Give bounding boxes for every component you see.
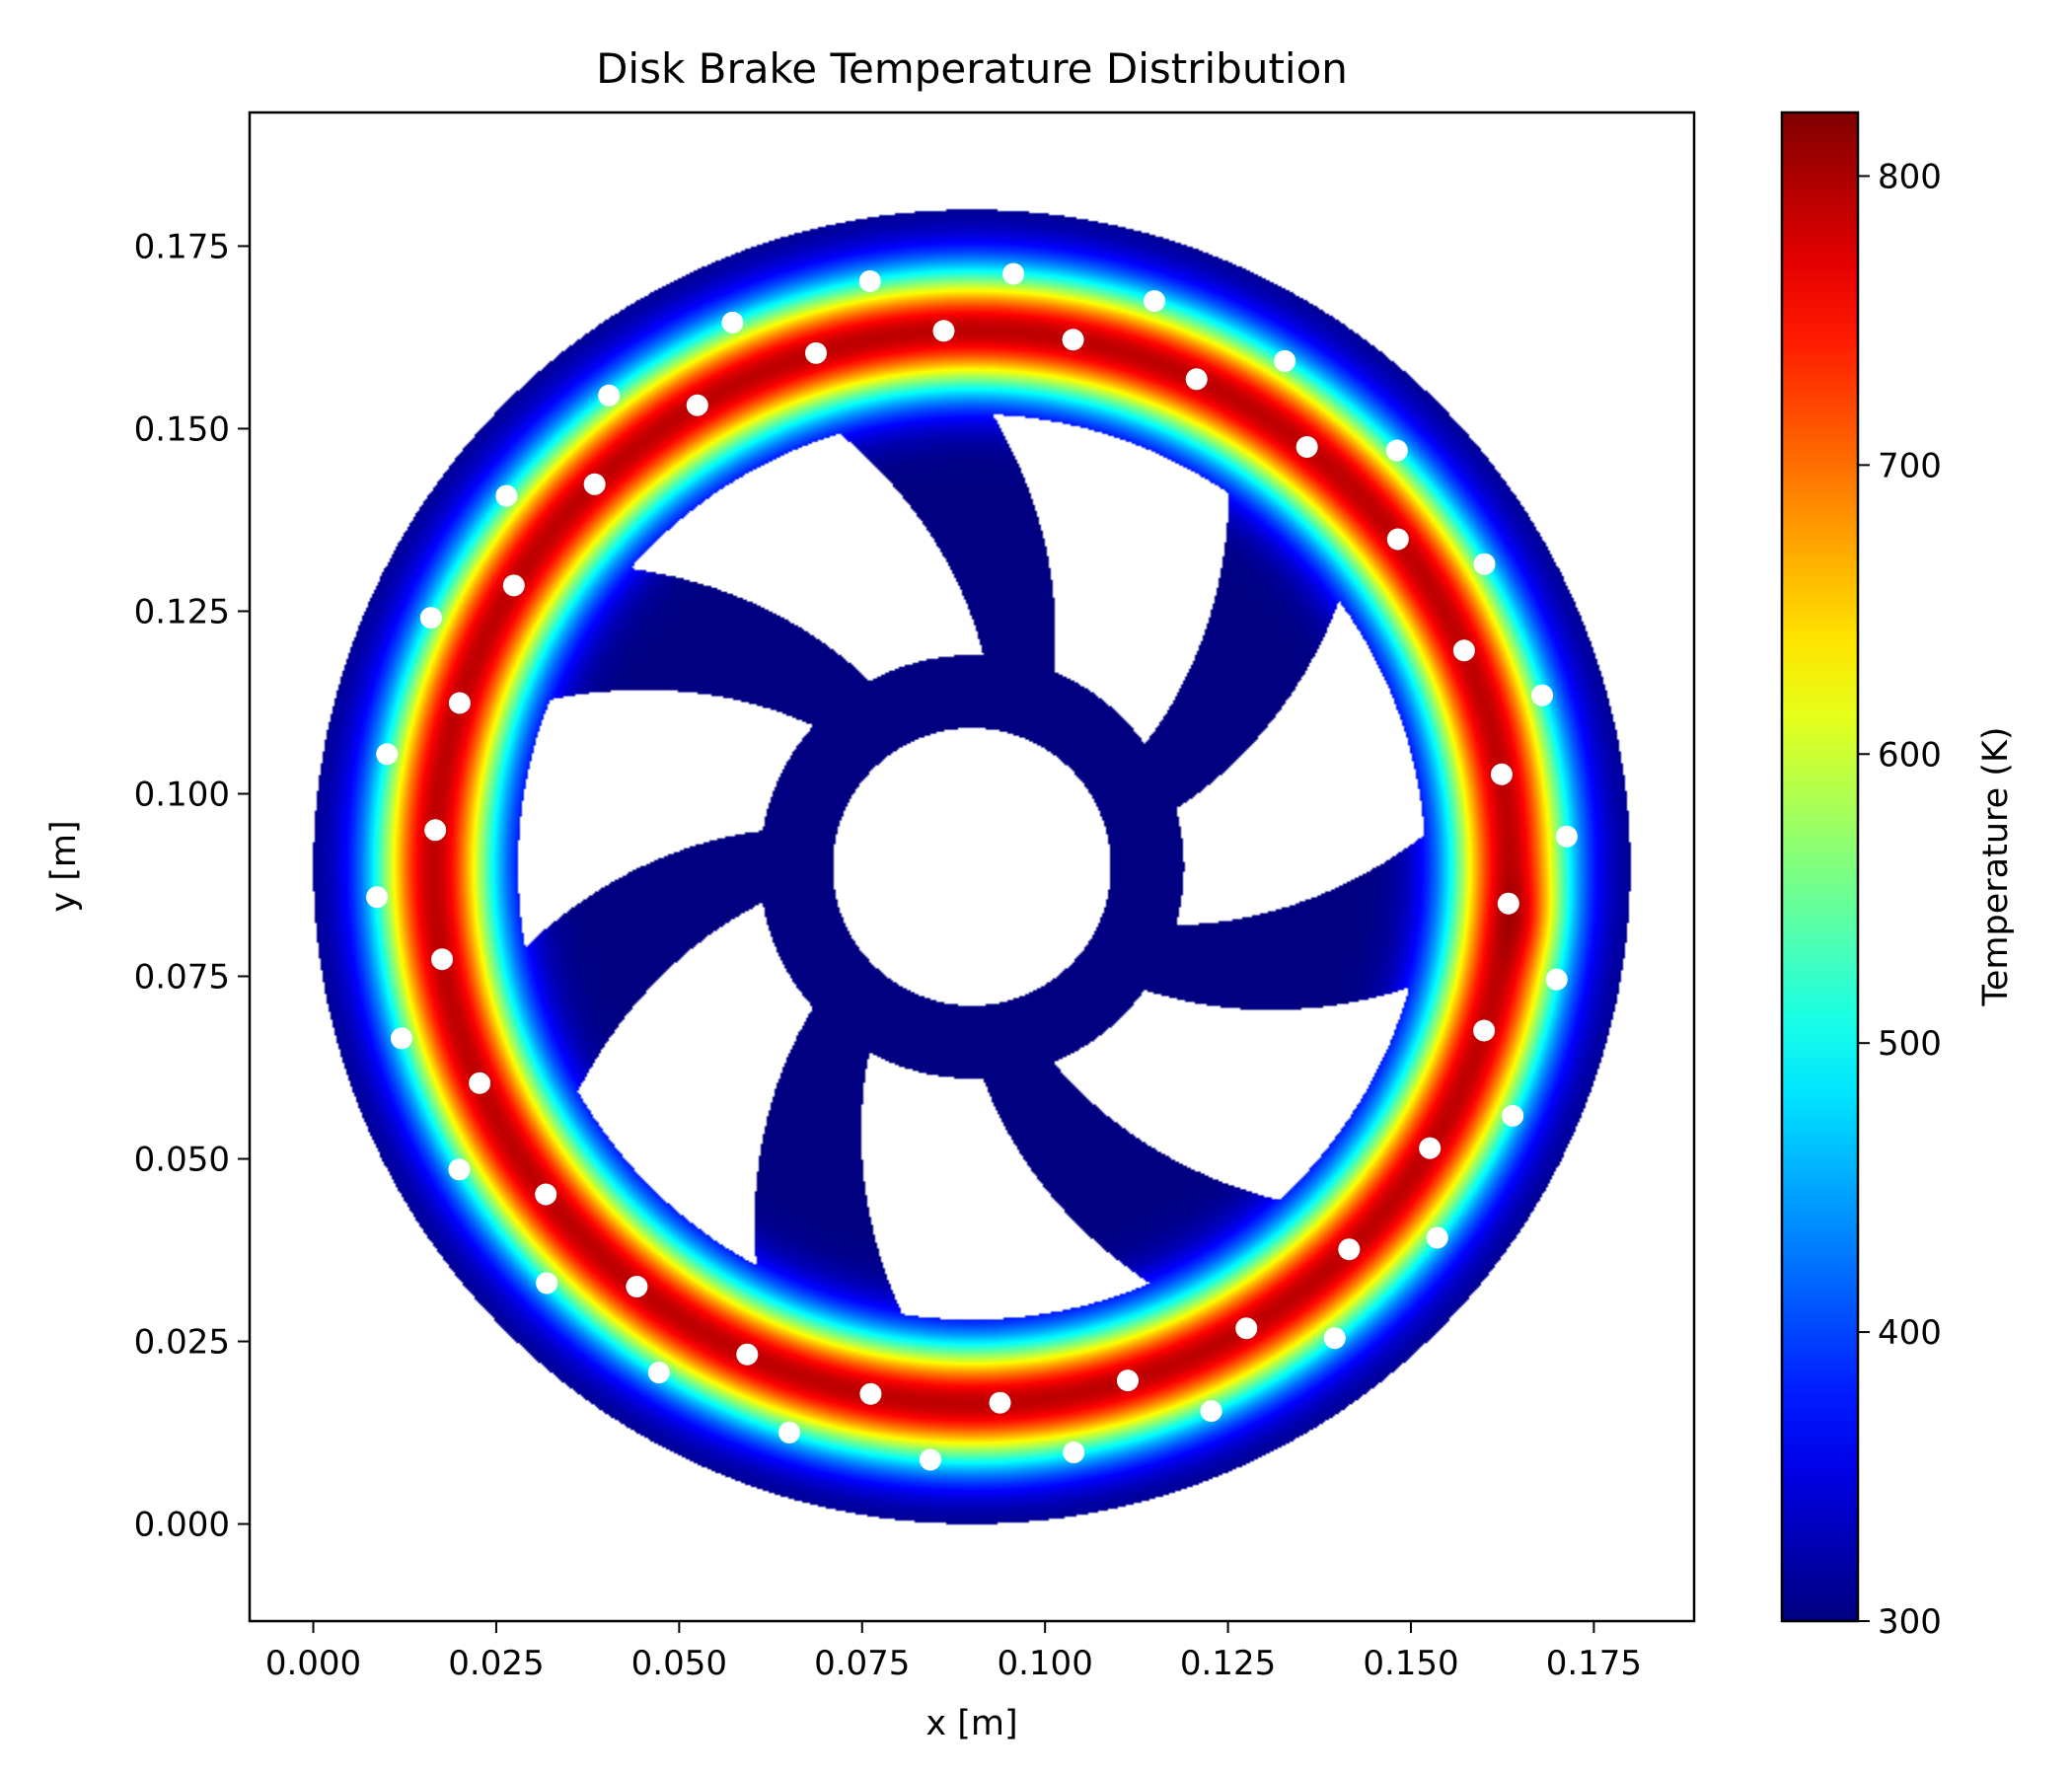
vent-hole-outer	[919, 1448, 941, 1471]
vent-hole-outer	[390, 1027, 412, 1050]
vent-hole-inner	[989, 1391, 1011, 1414]
vent-hole-inner	[805, 341, 828, 364]
colorbar-tick-label: 600	[1878, 735, 1942, 775]
vent-hole-inner	[1419, 1137, 1442, 1159]
y-tick-label: 0.150	[134, 409, 230, 449]
vent-hole-outer	[448, 1158, 471, 1181]
vent-hole-inner	[469, 1072, 491, 1094]
colorbar-tick-label: 700	[1878, 446, 1942, 485]
y-tick-label: 0.025	[134, 1323, 230, 1363]
vent-hole-inner	[859, 1382, 882, 1405]
x-tick-label: 0.125	[1180, 1644, 1276, 1683]
vent-hole-outer	[419, 607, 442, 629]
temperature-heatmap	[250, 112, 1694, 1621]
colorbar-label: Temperature (K)	[1976, 726, 2016, 1006]
vent-holes	[366, 262, 1578, 1471]
vent-hole-outer	[1385, 439, 1408, 462]
vent-hole-inner	[1295, 436, 1318, 459]
colorbar: 300 400 500 600 700 800 Temperature (K)	[1780, 111, 2016, 1642]
colorbar-gradient	[1782, 112, 1858, 1621]
vent-hole-inner	[1338, 1238, 1361, 1261]
vent-hole-outer	[1200, 1400, 1222, 1423]
vent-hole-inner	[1185, 368, 1208, 391]
y-tick-label: 0.125	[134, 592, 230, 631]
vent-hole-outer	[1502, 1104, 1524, 1127]
plot-frame	[248, 111, 1696, 1623]
vent-hole-inner	[626, 1275, 648, 1297]
vent-hole-inner	[1473, 1019, 1496, 1042]
vent-hole-inner	[502, 574, 525, 597]
vent-hole-inner	[1452, 639, 1475, 662]
y-tick-label: 0.175	[134, 227, 230, 266]
colorbar-tick-label: 500	[1878, 1024, 1942, 1064]
vent-hole-outer	[376, 743, 399, 766]
y-tick-label: 0.075	[134, 958, 230, 998]
vent-hole-outer	[1002, 262, 1025, 285]
x-tick-label: 0.050	[631, 1644, 727, 1683]
colorbar-tick-label: 400	[1878, 1313, 1942, 1353]
vent-hole-outer	[1323, 1327, 1346, 1350]
vent-hole-outer	[1555, 825, 1578, 848]
colorbar-tick-label: 800	[1878, 157, 1942, 196]
y-tick-label: 0.100	[134, 775, 230, 814]
vent-hole-outer	[366, 886, 389, 909]
vent-hole-inner	[1235, 1317, 1258, 1340]
x-tick-label: 0.175	[1546, 1644, 1642, 1683]
vent-hole-inner	[448, 692, 471, 714]
x-tick-label: 0.150	[1363, 1644, 1458, 1683]
vent-hole-outer	[777, 1421, 800, 1443]
vent-hole-outer	[1531, 684, 1554, 706]
vent-hole-inner	[1490, 763, 1513, 785]
vent-hole-outer	[1473, 553, 1496, 575]
vent-hole-outer	[858, 269, 881, 292]
vent-hole-outer	[1274, 349, 1296, 372]
vent-hole-outer	[721, 311, 744, 333]
vent-hole-inner	[686, 394, 708, 416]
vent-hole-inner	[1062, 329, 1084, 351]
colorbar-ticks: 300 400 500 600 700 800	[1858, 157, 1942, 1642]
vent-hole-inner	[1497, 892, 1519, 915]
vent-hole-outer	[1426, 1226, 1448, 1249]
x-axis-label: x [m]	[925, 1704, 1017, 1743]
vent-hole-inner	[424, 819, 447, 842]
y-tick-label: 0.000	[134, 1506, 230, 1545]
vent-hole-outer	[1063, 1442, 1085, 1464]
chart-title: Disk Brake Temperature Distribution	[596, 44, 1348, 93]
y-axis-ticks: 0.000 0.025 0.050 0.075 0.100 0.125 0.150 0.175	[134, 227, 250, 1545]
vent-hole-outer	[536, 1272, 558, 1295]
vent-hole-inner	[431, 948, 454, 971]
vent-hole-outer	[1545, 968, 1568, 991]
y-axis-label: y [m]	[44, 820, 84, 912]
x-tick-label: 0.075	[814, 1644, 910, 1683]
x-axis-ticks: 0.000 0.025 0.050 0.075 0.100 0.125 0.150 0.175	[265, 1621, 1642, 1683]
colorbar-frame	[1780, 111, 1860, 1623]
vent-hole-outer	[598, 384, 621, 407]
vent-hole-inner	[736, 1343, 759, 1366]
vent-hole-inner	[1386, 528, 1409, 551]
x-tick-label: 0.000	[265, 1644, 361, 1683]
vent-hole-outer	[1144, 290, 1166, 313]
vent-hole-inner	[535, 1183, 557, 1206]
vent-hole-outer	[647, 1362, 670, 1384]
vent-hole-outer	[495, 484, 518, 507]
colorbar-tick-label: 300	[1878, 1602, 1942, 1642]
vent-hole-inner	[1116, 1369, 1139, 1392]
plot-area	[248, 111, 1696, 1623]
x-tick-label: 0.100	[997, 1644, 1092, 1683]
vent-hole-inner	[932, 320, 955, 342]
x-tick-label: 0.025	[448, 1644, 544, 1683]
y-tick-label: 0.050	[134, 1141, 230, 1180]
vent-hole-inner	[583, 473, 606, 495]
